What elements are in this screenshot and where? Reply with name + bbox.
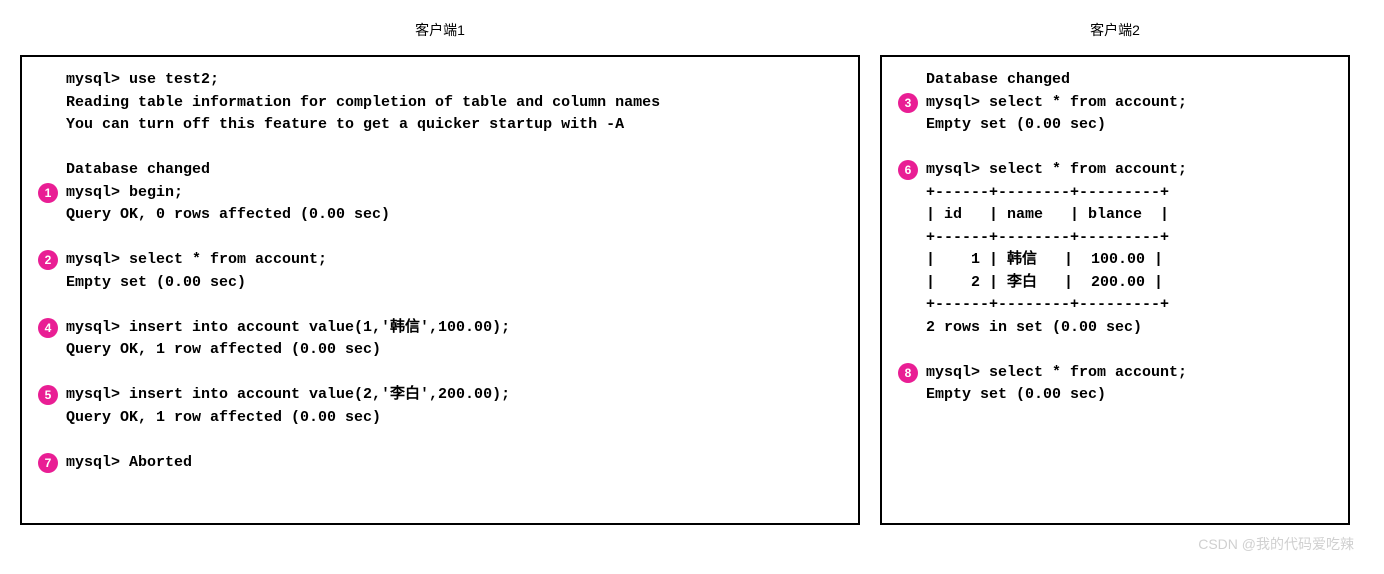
terminal-line: +------+--------+---------+: [898, 294, 1332, 317]
terminal-line: [38, 137, 842, 160]
watermark-text: CSDN @我的代码爱吃辣: [1198, 534, 1354, 554]
terminal-line: Query OK, 1 row affected (0.00 sec): [38, 407, 842, 430]
terminal-line: 4 mysql> insert into account value(1,'韩信'…: [38, 317, 842, 340]
terminal-text: +------+--------+---------+: [926, 229, 1169, 246]
terminal-text: mysql> select * from account;: [66, 251, 327, 268]
terminal-line: mysql> use test2;: [38, 69, 842, 92]
terminal-text: Reading table information for completion…: [66, 94, 660, 111]
terminal-line: [898, 339, 1332, 362]
terminal-text: You can turn off this feature to get a q…: [66, 116, 624, 133]
right-panel-title: 客户端2: [1090, 20, 1140, 40]
step-badge: 4: [38, 318, 58, 338]
terminal-line: 5 mysql> insert into account value(2,'李白'…: [38, 384, 842, 407]
terminal-text: mysql> select * from account;: [926, 161, 1187, 178]
terminal-text: | id | name | blance |: [926, 206, 1169, 223]
step-badge: 3: [898, 93, 918, 113]
terminal-text: +------+--------+---------+: [926, 184, 1169, 201]
terminal-line: | 2 | 李白 | 200.00 |: [898, 272, 1332, 295]
terminal-line: | id | name | blance |: [898, 204, 1332, 227]
terminal-text: +------+--------+---------+: [926, 296, 1169, 313]
terminal-text: mysql> insert into account value(2,'李白',…: [66, 386, 510, 403]
terminal-text: | 2 | 李白 | 200.00 |: [926, 274, 1163, 291]
terminal-text: mysql> select * from account;: [926, 364, 1187, 381]
terminal-line: +------+--------+---------+: [898, 182, 1332, 205]
terminal-line: 8 mysql> select * from account;: [898, 362, 1332, 385]
terminal-text: [66, 229, 75, 246]
terminal-text: mysql> insert into account value(1,'韩信',…: [66, 319, 510, 336]
terminal-line: Empty set (0.00 sec): [898, 114, 1332, 137]
terminal-line: 7 mysql> Aborted: [38, 452, 842, 475]
terminal-line: Empty set (0.00 sec): [38, 272, 842, 295]
terminal-text: [66, 139, 75, 156]
terminal-text: Empty set (0.00 sec): [926, 386, 1106, 403]
terminal-text: Database changed: [66, 161, 210, 178]
terminal-text: [66, 364, 75, 381]
terminal-text: mysql> use test2;: [66, 71, 219, 88]
terminal-text: Query OK, 1 row affected (0.00 sec): [66, 341, 381, 358]
step-badge: 5: [38, 385, 58, 405]
terminal-line: Reading table information for completion…: [38, 92, 842, 115]
step-badge: 6: [898, 160, 918, 180]
terminal-line: | 1 | 韩信 | 100.00 |: [898, 249, 1332, 272]
terminal-text: 2 rows in set (0.00 sec): [926, 319, 1142, 336]
terminal-text: Empty set (0.00 sec): [66, 274, 246, 291]
left-panel: 客户端1 mysql> use test2; Reading table info…: [20, 20, 860, 525]
terminal-text: mysql> Aborted: [66, 454, 192, 471]
terminal-line: Query OK, 0 rows affected (0.00 sec): [38, 204, 842, 227]
terminal-text: Query OK, 1 row affected (0.00 sec): [66, 409, 381, 426]
terminal-text: [66, 431, 75, 448]
terminal-line: 2 mysql> select * from account;: [38, 249, 842, 272]
terminal-text: [926, 139, 935, 156]
terminal-line: [38, 362, 842, 385]
terminal-text: | 1 | 韩信 | 100.00 |: [926, 251, 1163, 268]
terminal-line: [898, 137, 1332, 160]
terminal-line: Empty set (0.00 sec): [898, 384, 1332, 407]
terminal-client-1: mysql> use test2; Reading table informati…: [20, 55, 860, 525]
step-badge: 7: [38, 453, 58, 473]
terminal-client-2: Database changed 3 mysql> select * from ac…: [880, 55, 1350, 525]
terminal-line: [38, 294, 842, 317]
terminal-line: 2 rows in set (0.00 sec): [898, 317, 1332, 340]
terminal-line: 3 mysql> select * from account;: [898, 92, 1332, 115]
terminal-text: Empty set (0.00 sec): [926, 116, 1106, 133]
terminal-line: [38, 429, 842, 452]
terminal-line: [38, 227, 842, 250]
terminal-text: Query OK, 0 rows affected (0.00 sec): [66, 206, 390, 223]
terminal-line: 6 mysql> select * from account;: [898, 159, 1332, 182]
step-badge: 8: [898, 363, 918, 383]
terminal-text: mysql> select * from account;: [926, 94, 1187, 111]
terminal-line: You can turn off this feature to get a q…: [38, 114, 842, 137]
terminal-line: +------+--------+---------+: [898, 227, 1332, 250]
terminal-text: [66, 296, 75, 313]
right-panel: 客户端2 Database changed 3 mysql> select * fr…: [880, 20, 1350, 525]
terminal-text: Database changed: [926, 71, 1070, 88]
step-badge: 1: [38, 183, 58, 203]
terminal-line: Query OK, 1 row affected (0.00 sec): [38, 339, 842, 362]
terminal-line: Database changed: [38, 159, 842, 182]
step-badge: 2: [38, 250, 58, 270]
terminal-text: [926, 341, 935, 358]
terminal-line: 1 mysql> begin;: [38, 182, 842, 205]
terminal-line: Database changed: [898, 69, 1332, 92]
terminal-text: mysql> begin;: [66, 184, 183, 201]
left-panel-title: 客户端1: [415, 20, 465, 40]
